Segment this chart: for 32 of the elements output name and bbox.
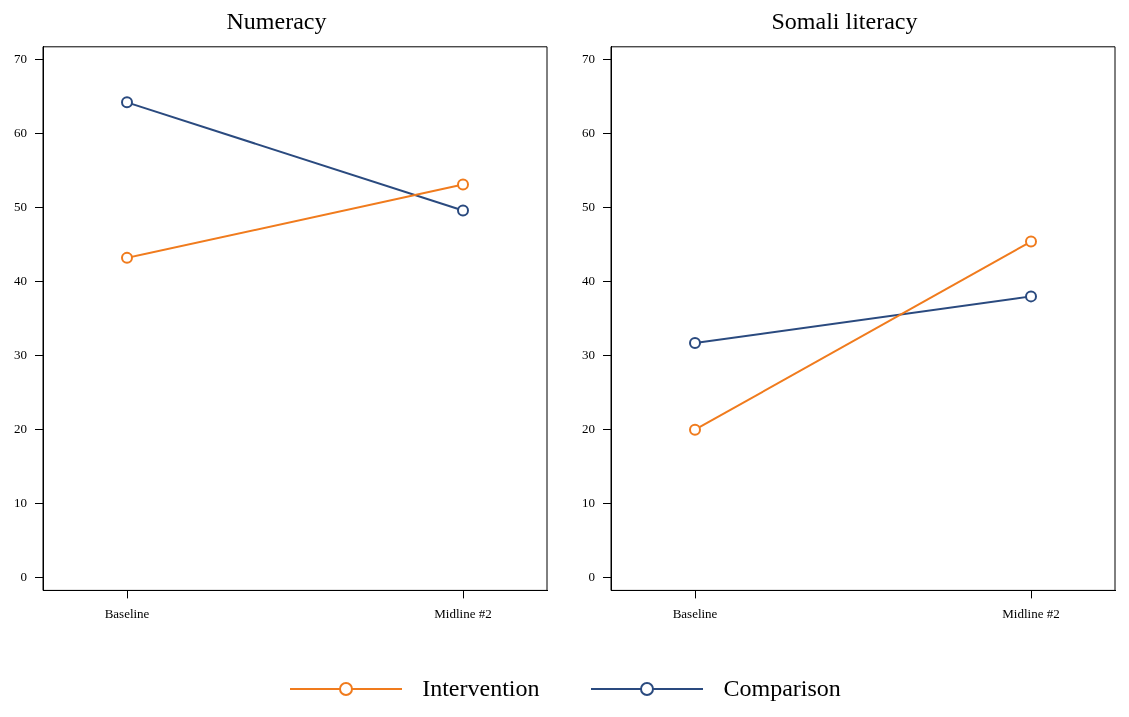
y-tick-label: 0 <box>588 569 595 585</box>
y-tick-label: 70 <box>582 50 595 66</box>
y-tick-label: 60 <box>582 124 595 140</box>
x-tick-label: Midline #2 <box>1002 605 1060 621</box>
y-tick-label: 20 <box>582 421 595 437</box>
legend-label: Comparison <box>723 675 841 702</box>
point <box>457 204 469 217</box>
chart-title: Somali literacy <box>771 7 918 34</box>
point <box>457 178 469 191</box>
x-tick-label: Midline #2 <box>434 605 492 621</box>
point <box>1025 290 1037 303</box>
y-tick-label: 50 <box>14 198 27 214</box>
y-tick-label: 20 <box>14 421 27 437</box>
y-tick-label: 40 <box>582 272 595 288</box>
x-tick-label: Baseline <box>104 605 150 621</box>
y-tick-label: 0 <box>20 569 27 585</box>
x-tick-label: Baseline <box>672 605 718 621</box>
y-tick-label: 40 <box>14 272 27 288</box>
chart-title: Numeracy <box>226 7 327 34</box>
y-tick-label: 70 <box>14 50 27 66</box>
point <box>1025 235 1037 248</box>
y-tick-label: 10 <box>582 495 595 511</box>
point <box>689 423 701 436</box>
y-tick-label: 50 <box>582 198 595 214</box>
y-tick-label: 30 <box>14 347 27 363</box>
y-tick-label: 10 <box>14 495 27 511</box>
point <box>689 337 701 350</box>
legend-label: Intervention <box>422 675 540 702</box>
y-tick-label: 60 <box>14 124 27 140</box>
point <box>121 251 133 264</box>
y-tick-label: 30 <box>582 347 595 363</box>
point <box>121 96 133 109</box>
